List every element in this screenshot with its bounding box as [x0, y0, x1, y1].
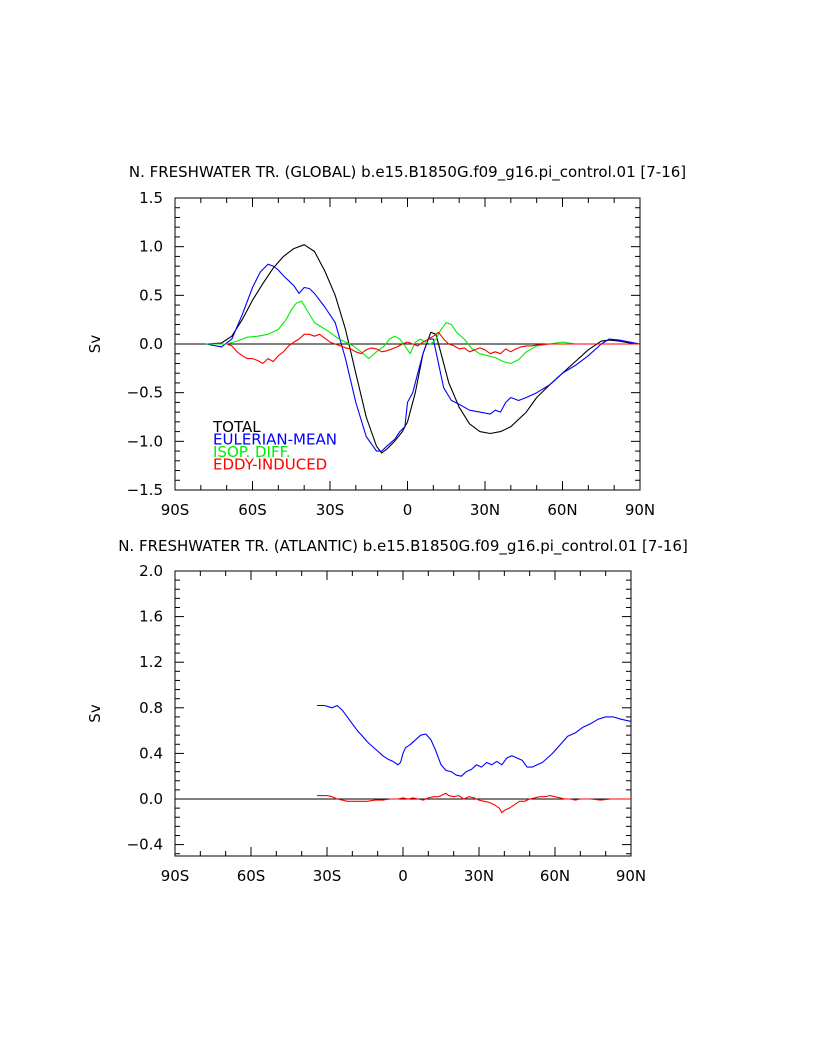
y-tick-label: 0.8 [139, 699, 163, 717]
x-tick-label: 0 [403, 501, 413, 519]
y-tick-label: 0.0 [139, 335, 163, 353]
x-tick-label: 0 [398, 867, 408, 885]
chart-title: N. FRESHWATER TR. (ATLANTIC) b.e15.B1850… [118, 537, 688, 556]
y-tick-label: 0.0 [139, 790, 163, 808]
x-tick-label: 60N [540, 867, 570, 885]
x-tick-label: 30N [470, 501, 500, 519]
x-tick-label: 90S [161, 501, 190, 519]
x-tick-label: 60N [547, 501, 577, 519]
y-tick-label: 2.0 [139, 562, 163, 580]
y-axis-label: Sv [86, 335, 104, 354]
x-tick-label: 30S [313, 867, 342, 885]
atlantic-panel: N. FRESHWATER TR. (ATLANTIC) b.e15.B1850… [86, 537, 688, 885]
y-tick-label: −0.5 [127, 384, 163, 402]
chart-title: N. FRESHWATER TR. (GLOBAL) b.e15.B1850G.… [129, 163, 686, 182]
y-tick-label: 1.2 [139, 653, 163, 671]
y-tick-label: −1.0 [127, 432, 163, 450]
y-tick-label: −1.5 [127, 481, 163, 499]
y-tick-label: −0.4 [127, 836, 163, 854]
x-tick-label: 60S [238, 501, 267, 519]
y-tick-label: 1.6 [139, 608, 163, 626]
series-line-eulerian-mean [205, 263, 640, 452]
y-axis-label: Sv [86, 704, 104, 723]
y-tick-label: 0.5 [139, 286, 163, 304]
series-line-total [205, 244, 640, 454]
series-line-series-0 [316, 704, 631, 777]
global-panel: N. FRESHWATER TR. (GLOBAL) b.e15.B1850G.… [86, 163, 686, 519]
legend-entry: ISOP. DIFF. [213, 443, 291, 461]
legend-entry: EULERIAN-MEAN [213, 431, 337, 449]
y-tick-label: 0.4 [139, 744, 163, 762]
plot-frame [174, 570, 632, 857]
x-tick-label: 60S [237, 867, 266, 885]
series-line-series-1 [316, 792, 631, 814]
x-tick-label: 90N [625, 501, 655, 519]
x-tick-label: 90N [616, 867, 646, 885]
y-tick-label: 1.5 [139, 189, 163, 207]
legend-entry: TOTAL [212, 418, 261, 436]
y-tick-label: 1.0 [139, 238, 163, 256]
x-tick-label: 30S [316, 501, 345, 519]
legend-entry: EDDY-INDUCED [213, 456, 327, 474]
series-line-eddy-induced [226, 331, 640, 365]
x-tick-label: 30N [464, 867, 494, 885]
x-tick-label: 90S [161, 867, 190, 885]
series-line-isop-diff [206, 300, 640, 365]
